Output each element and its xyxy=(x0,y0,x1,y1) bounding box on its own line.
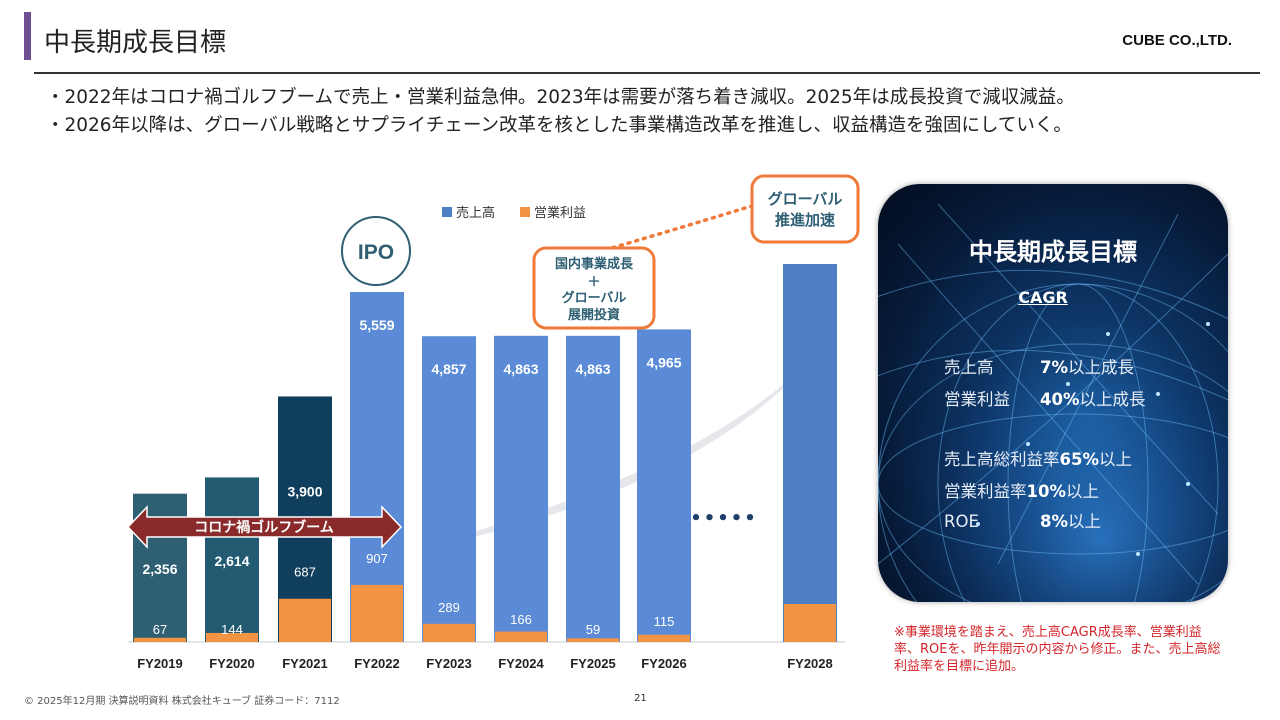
legend-label-revenue: 売上高 xyxy=(456,205,495,221)
operating-profit-data-label: 289 xyxy=(438,600,460,615)
footer-copyright: © 2025年12月期 決算説明資料 株式会社キューブ 証券コード：7112 xyxy=(24,696,340,707)
revenue-bar xyxy=(350,292,404,642)
operating-profit-data-label: 115 xyxy=(654,614,675,629)
header-divider xyxy=(34,72,1260,74)
bullet-1: ・2022年はコロナ禍ゴルフブームで売上・営業利益急伸。2023年は需要が落ち着… xyxy=(46,87,1075,108)
revenue-bar xyxy=(637,329,691,642)
operating-profit-bar xyxy=(638,634,690,642)
domestic-growth-box xyxy=(532,246,656,330)
operating-profit-bar xyxy=(351,584,403,642)
title-accent-bar xyxy=(24,12,31,60)
x-tick-label: FY2021 xyxy=(282,656,328,671)
company-name: CUBE CO.,LTD. xyxy=(1122,32,1232,49)
revenue-data-label: 5,559 xyxy=(359,317,394,333)
operating-profit-bar xyxy=(784,604,836,642)
legend-label-profit: 営業利益 xyxy=(534,205,586,221)
operating-profit-bar xyxy=(134,637,186,642)
revenue-data-label: 3,900 xyxy=(287,483,322,499)
covid-boom-arrow xyxy=(126,505,403,549)
operating-profit-bar xyxy=(279,598,331,642)
panel-subtitle-cagr: CAGR xyxy=(1018,288,1068,307)
revenue-bar xyxy=(494,335,548,642)
ipo-label: IPO xyxy=(358,241,394,264)
operating-profit-bar xyxy=(495,631,547,642)
metric-operating-profit-cagr: 営業利益 40%以上成長 xyxy=(944,390,1146,409)
operating-profit-bar xyxy=(423,623,475,642)
globe-background-graphic xyxy=(878,203,1228,602)
global-acceleration-text: グローバル xyxy=(768,190,843,208)
revenue-data-label: 4,965 xyxy=(646,354,681,370)
revenue-bar xyxy=(566,335,620,642)
operating-profit-data-label: 67 xyxy=(153,622,167,637)
page-number: 21 xyxy=(634,693,647,704)
bullet-2: ・2026年以降は、グローバル戦略とサプライチェーン改革を核とした事業構造改革を… xyxy=(46,115,1072,136)
x-tick-label: FY2026 xyxy=(641,656,687,671)
operating-profit-data-label: 687 xyxy=(294,565,316,580)
x-tick-label: FY2022 xyxy=(354,656,400,671)
growth-target-panel: 中長期成長目標 CAGR 売上高 7%以上成長 営業利益 40%以上成長 売上高総利… xyxy=(878,184,1228,602)
x-tick-label: FY2025 xyxy=(570,656,616,671)
dotted-connector xyxy=(603,203,757,252)
continuation-dots: ••••• xyxy=(690,508,758,529)
revenue-data-label: 4,857 xyxy=(431,361,466,377)
page-title: 中長期成長目標 xyxy=(44,28,227,58)
global-acceleration-text: 推進加速 xyxy=(775,211,835,229)
revenue-data-label: 4,863 xyxy=(575,361,610,377)
metric-roe: ROE 8%以上 xyxy=(944,512,1102,531)
revenue-profit-chart: FY2019 2,356 67 FY2020 2,614 144 FY2021 3,900 68… xyxy=(126,174,860,671)
metric-revenue-cagr: 売上高 7%以上成長 xyxy=(944,358,1135,377)
revenue-bar xyxy=(205,477,259,642)
revenue-bar xyxy=(422,336,476,642)
revenue-data-label: 4,863 xyxy=(503,361,538,377)
covid-boom-label: コロナ禍ゴルフブーム xyxy=(194,519,334,536)
metric-gross-margin: 売上高総利益率65%以上 xyxy=(944,450,1132,469)
panel-title: 中長期成長目標 xyxy=(969,238,1137,266)
ipo-marker xyxy=(341,216,411,286)
operating-profit-data-label: 59 xyxy=(586,622,600,637)
domestic-growth-text: ＋ xyxy=(587,275,600,290)
x-tick-label: FY2019 xyxy=(137,656,183,671)
revenue-data-label: 2,614 xyxy=(214,553,249,569)
operating-profit-bar xyxy=(567,638,619,642)
domestic-growth-text: グローバル xyxy=(562,290,627,306)
global-acceleration-box xyxy=(750,174,860,244)
legend-swatch-profit xyxy=(520,207,530,217)
operating-profit-bar xyxy=(206,632,258,642)
legend-swatch-revenue xyxy=(442,207,452,217)
x-tick-label: FY2024 xyxy=(498,656,544,671)
summary-bullets: ・2022年はコロナ禍ゴルフブームで売上・営業利益急伸。2023年は需要が落ち着… xyxy=(46,84,1075,140)
x-tick-label: FY2028 xyxy=(787,656,833,671)
x-tick-label: FY2023 xyxy=(426,656,472,671)
x-tick-label: FY2020 xyxy=(209,656,255,671)
revision-note: ※事業環境を踏まえ、売上高CAGR成長率、営業利益率、ROEを、昨年開示の内容か… xyxy=(894,625,1221,674)
domestic-growth-text: 展開投資 xyxy=(568,307,620,323)
operating-profit-data-label: 144 xyxy=(221,622,243,637)
operating-profit-data-label: 907 xyxy=(366,551,388,566)
operating-profit-data-label: 166 xyxy=(510,612,532,627)
revenue-data-label: 2,356 xyxy=(142,561,177,577)
metric-operating-margin: 営業利益率10%以上 xyxy=(944,482,1099,501)
domestic-growth-text: 国内事業成長 xyxy=(555,256,634,272)
revenue-bar xyxy=(783,264,837,642)
